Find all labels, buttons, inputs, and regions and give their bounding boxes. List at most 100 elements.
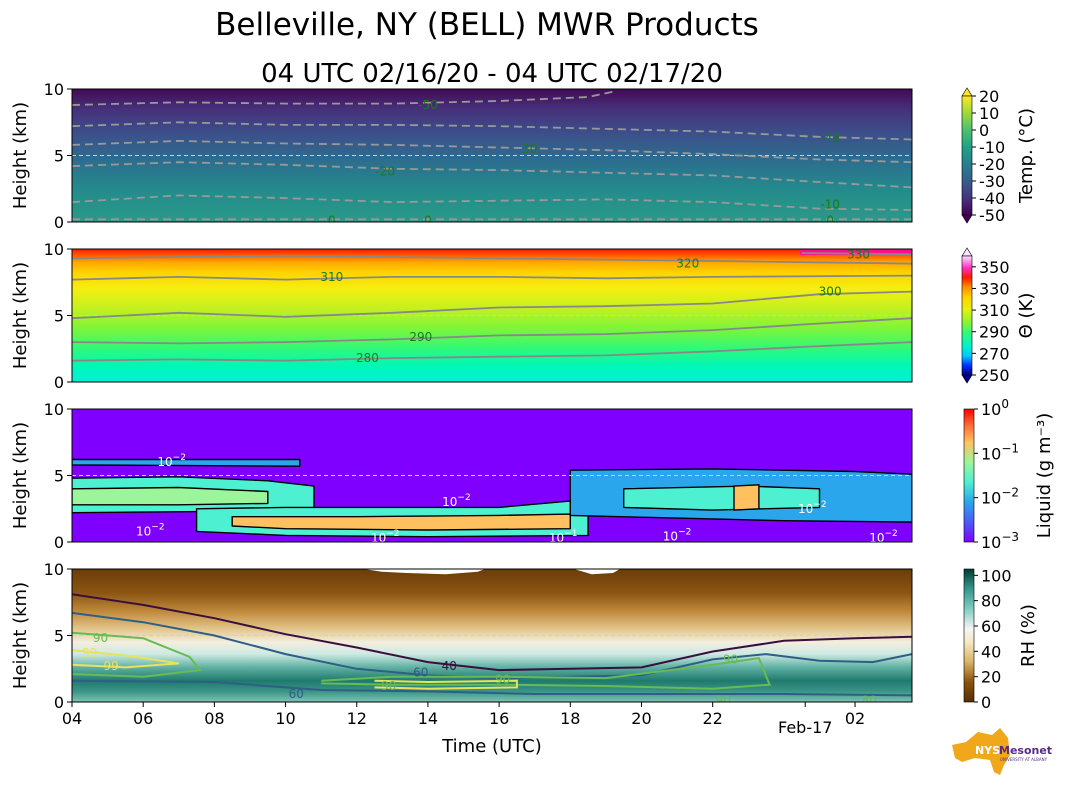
contour-line-310 bbox=[72, 274, 912, 281]
contour-label: 99 bbox=[82, 646, 97, 660]
liquid-ylabel: Height (km) bbox=[10, 422, 31, 529]
colorbar-tick-label: -30 bbox=[979, 172, 1005, 191]
y-tick-label: 5 bbox=[54, 467, 64, 486]
colorbar-tick-label: 310 bbox=[979, 301, 1010, 320]
rh-colorbar-bar bbox=[963, 568, 975, 703]
contour-line-300 bbox=[72, 290, 912, 320]
contour-line-99 bbox=[72, 649, 179, 669]
temperature-colorbar-label: Temp. (°C) bbox=[1016, 108, 1037, 204]
contour-line-280 bbox=[72, 341, 912, 362]
theta-colorbar-bottom-arrow bbox=[961, 374, 973, 384]
x-axis-ticks: 04 06 08 10 12 14 16 18 20 22 Feb-17 02 bbox=[62, 702, 865, 737]
colorbar-tick-label: 80 bbox=[981, 592, 1001, 611]
x-tick-label: 12 bbox=[347, 709, 367, 728]
contour-line-40 bbox=[72, 593, 912, 672]
contour-label: -10 bbox=[820, 198, 840, 212]
contour-label: 90 bbox=[93, 631, 108, 645]
theta-colorbar-label: Θ (K) bbox=[1016, 293, 1037, 339]
rh-colorbar-label: RH (%) bbox=[1018, 604, 1039, 667]
contour-label: 10−2 bbox=[371, 529, 400, 545]
contour-label: 40 bbox=[442, 659, 457, 673]
contour-label: 90 bbox=[716, 694, 731, 708]
liquid-cloud-region-7 bbox=[733, 484, 760, 511]
contour-label: -40 bbox=[820, 131, 840, 145]
x-tick-label: 02 bbox=[845, 709, 865, 728]
y-tick-label: 5 bbox=[54, 147, 64, 166]
contour-label: 10−2 bbox=[869, 529, 898, 545]
temperature-colorbar-bar bbox=[961, 95, 973, 216]
contour-line-290 bbox=[72, 317, 912, 345]
x-tick-label: 16 bbox=[489, 709, 509, 728]
temperature-colorbar-bottom-arrow bbox=[961, 214, 973, 224]
contour-label: 90 bbox=[495, 672, 510, 686]
liquid-cloud-region-0 bbox=[72, 458, 301, 467]
colorbar-tick-label: 40 bbox=[981, 642, 1001, 661]
theta-colorbar-top-arrow bbox=[961, 247, 973, 257]
contour-label: 90 bbox=[381, 679, 396, 693]
x-axis-label: Time (UTC) bbox=[441, 736, 542, 757]
y-tick-label: 5 bbox=[54, 307, 64, 326]
colorbar-tick-label: 10−2 bbox=[981, 486, 1019, 508]
colorbar-tick-label: 290 bbox=[979, 323, 1010, 342]
figure-subtitle: 04 UTC 02/16/20 - 04 UTC 02/17/20 bbox=[261, 59, 723, 89]
y-tick-label: 10 bbox=[44, 240, 64, 259]
y-tick-label: 10 bbox=[44, 80, 64, 99]
contour-label: 0 bbox=[826, 214, 834, 228]
contour-label: 90 bbox=[723, 652, 738, 666]
logo-university-text: UNIVERSITY AT ALBANY bbox=[1000, 757, 1048, 762]
theta-colorbar: 350 330 310 290 270 250 Θ (K) bbox=[961, 247, 1037, 385]
colorbar-tick-label: 10 bbox=[979, 104, 999, 123]
theta-top-band bbox=[800, 249, 912, 255]
contour-label: -20 bbox=[375, 164, 395, 178]
contour-label: 280 bbox=[356, 351, 379, 365]
contour-label: -50 bbox=[418, 98, 438, 112]
contour-line-90 bbox=[72, 631, 203, 678]
contour-line-320 bbox=[72, 254, 912, 265]
contour-label: 60 bbox=[289, 687, 304, 701]
contour-label: 80 bbox=[862, 694, 877, 708]
nys-mesonet-logo: NYS Mesonet UNIVERSITY AT ALBANY bbox=[952, 728, 1052, 775]
contour-label: 300 bbox=[819, 285, 842, 299]
theta-panel: 310 320 330 300 290 280 0 5 10 Height (km) bbox=[10, 240, 913, 392]
x-tick-label: 06 bbox=[133, 709, 153, 728]
rh-dry-patch-1 bbox=[573, 569, 621, 575]
y-tick-label: 10 bbox=[44, 560, 64, 579]
colorbar-tick-label: 0 bbox=[981, 693, 991, 712]
x-tick-label: 04 bbox=[62, 709, 82, 728]
contour-label: 10−1 bbox=[549, 529, 578, 545]
colorbar-tick-label: -20 bbox=[979, 155, 1005, 174]
contour-label: 99 bbox=[104, 659, 119, 673]
figure-title: Belleville, NY (BELL) MWR Products bbox=[215, 7, 759, 43]
theta-ylabel: Height (km) bbox=[10, 262, 31, 369]
contour-label: 330 bbox=[847, 247, 870, 261]
colorbar-tick-label: 20 bbox=[981, 668, 1001, 687]
colorbar-tick-label: -50 bbox=[979, 206, 1005, 225]
contour-label: 60 bbox=[413, 666, 428, 680]
x-tick-label: Feb-17 bbox=[778, 718, 832, 737]
colorbar-tick-label: 100 bbox=[981, 397, 1009, 419]
y-tick-label: 0 bbox=[54, 693, 64, 712]
liquid-cloud-region-6 bbox=[623, 485, 821, 511]
contour-line-90 bbox=[321, 656, 772, 690]
liquid-colorbar-label: Liquid (g m⁻³) bbox=[1034, 413, 1055, 538]
contour-label: 0 bbox=[424, 214, 432, 228]
rh-dry-patch-0 bbox=[363, 569, 485, 575]
colorbar-tick-label: 10−1 bbox=[981, 441, 1019, 463]
x-tick-label: 14 bbox=[418, 709, 438, 728]
colorbar-tick-label: 20 bbox=[979, 87, 999, 106]
y-tick-label: 0 bbox=[54, 373, 64, 392]
liquid-cloud-region-4 bbox=[231, 513, 571, 531]
x-tick-label: 20 bbox=[631, 709, 651, 728]
contour-label: 320 bbox=[676, 257, 699, 271]
liquid-colorbar: 100 10−1 10−2 10−3 Liquid (g m⁻³) bbox=[963, 397, 1055, 552]
contour-line-60 bbox=[72, 679, 912, 697]
x-tick-label: 22 bbox=[702, 709, 722, 728]
x-tick-label: 18 bbox=[560, 709, 580, 728]
theta-colorbar-bar bbox=[961, 255, 973, 376]
y-tick-label: 10 bbox=[44, 400, 64, 419]
logo-mesonet-text: Mesonet bbox=[999, 744, 1052, 757]
logo-nys-text: NYS bbox=[975, 744, 1000, 757]
